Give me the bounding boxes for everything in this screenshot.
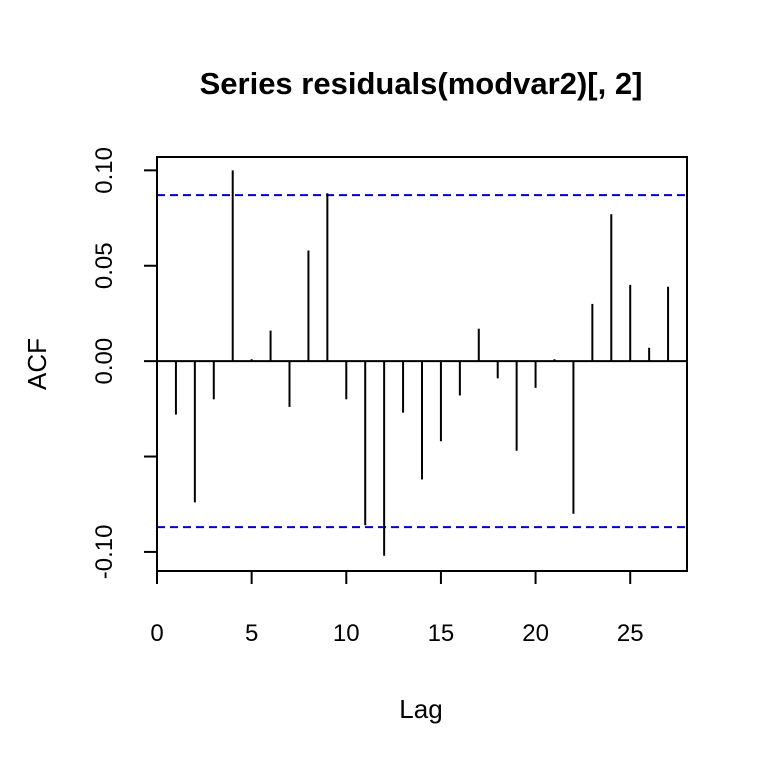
acf-bars: [157, 170, 687, 556]
y-tick-label: 0.00: [91, 338, 118, 385]
y-tick-label: -0.10: [91, 525, 118, 580]
y-axis: -0.10 0.00 0.05 0.10: [91, 147, 158, 580]
x-tick-label: 0: [150, 620, 163, 647]
y-axis-label: ACF: [22, 338, 52, 390]
confidence-lines: [157, 194, 687, 529]
y-tick-label: 0.10: [91, 147, 118, 194]
x-tick-label: 25: [617, 620, 644, 647]
x-tick-label: 10: [333, 620, 360, 647]
x-axis: 0 5 10 15 20 25: [150, 570, 644, 647]
x-tick-label: 15: [428, 620, 455, 647]
x-axis-label: Lag: [399, 694, 442, 724]
x-tick-label: 5: [245, 620, 258, 647]
y-tick-label: 0.05: [91, 242, 118, 289]
x-tick-label: 20: [522, 620, 549, 647]
chart-title: Series residuals(modvar2)[, 2]: [200, 66, 643, 101]
